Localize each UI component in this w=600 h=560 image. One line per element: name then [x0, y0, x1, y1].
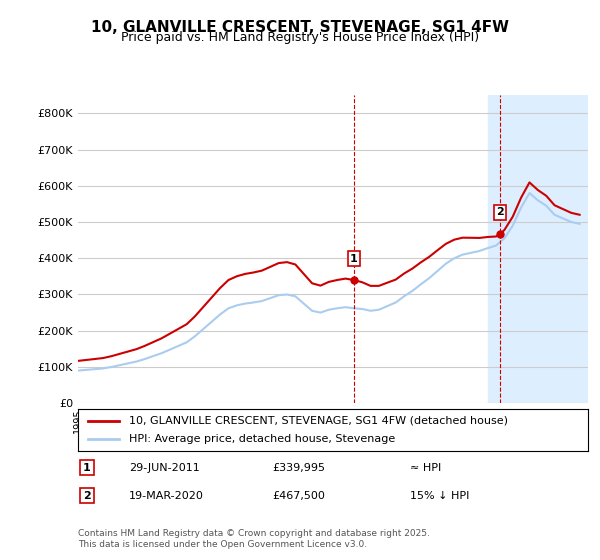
- Text: HPI: Average price, detached house, Stevenage: HPI: Average price, detached house, Stev…: [129, 434, 395, 444]
- Text: £339,995: £339,995: [272, 463, 325, 473]
- Text: Contains HM Land Registry data © Crown copyright and database right 2025.
This d: Contains HM Land Registry data © Crown c…: [78, 529, 430, 549]
- Text: 1: 1: [350, 254, 358, 264]
- Bar: [488, 95, 588, 403]
- Text: 10, GLANVILLE CRESCENT, STEVENAGE, SG1 4FW (detached house): 10, GLANVILLE CRESCENT, STEVENAGE, SG1 4…: [129, 416, 508, 426]
- Text: 1: 1: [83, 463, 91, 473]
- Text: 15% ↓ HPI: 15% ↓ HPI: [409, 491, 469, 501]
- Text: ≈ HPI: ≈ HPI: [409, 463, 441, 473]
- Text: 19-MAR-2020: 19-MAR-2020: [129, 491, 204, 501]
- Text: 2: 2: [83, 491, 91, 501]
- Text: £467,500: £467,500: [272, 491, 325, 501]
- Text: 2: 2: [496, 208, 504, 217]
- Text: Price paid vs. HM Land Registry's House Price Index (HPI): Price paid vs. HM Land Registry's House …: [121, 31, 479, 44]
- Text: 29-JUN-2011: 29-JUN-2011: [129, 463, 200, 473]
- Text: 10, GLANVILLE CRESCENT, STEVENAGE, SG1 4FW: 10, GLANVILLE CRESCENT, STEVENAGE, SG1 4…: [91, 20, 509, 35]
